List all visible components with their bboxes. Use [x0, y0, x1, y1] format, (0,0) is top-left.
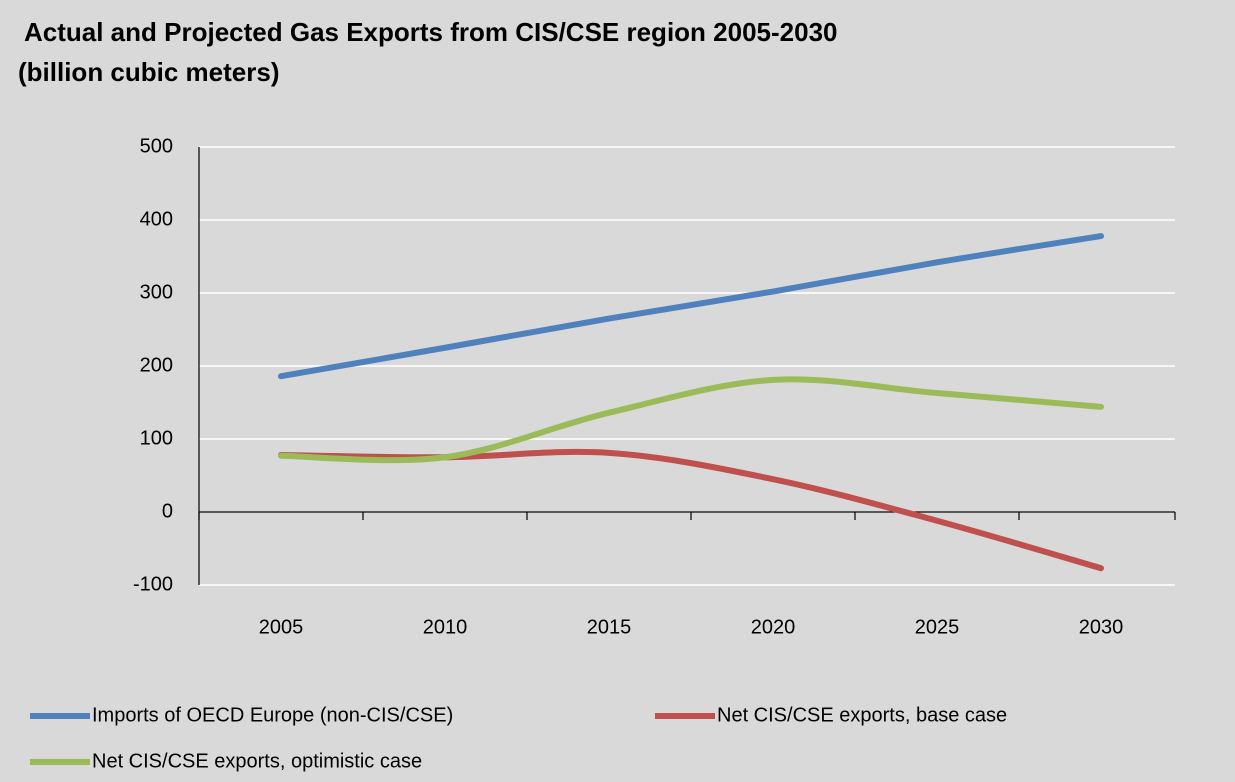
legend-label: Net CIS/CSE exports, base case	[717, 704, 1007, 726]
series-line	[278, 448, 1104, 572]
x-tick-label: 2005	[259, 616, 304, 638]
x-tick-label: 2030	[1079, 616, 1124, 638]
legend-label: Net CIS/CSE exports, optimistic case	[92, 750, 422, 772]
legend-label: Imports of OECD Europe (non-CIS/CSE)	[92, 704, 453, 726]
x-tick-label: 2010	[423, 616, 468, 638]
series-line	[278, 376, 1104, 464]
chart-title: Actual and Projected Gas Exports from CI…	[24, 17, 838, 47]
y-tick-label: 200	[140, 354, 173, 376]
x-tick-label: 2020	[751, 616, 796, 638]
x-tick-label: 2025	[915, 616, 960, 638]
series-line	[278, 233, 1104, 380]
y-tick-label: 400	[140, 208, 173, 230]
chart-subtitle: (billion cubic meters)	[18, 57, 280, 87]
y-tick-label: 300	[140, 281, 173, 303]
y-tick-label: 500	[140, 135, 173, 157]
y-tick-label: 0	[162, 500, 173, 522]
y-tick-label: -100	[133, 573, 173, 595]
x-tick-label: 2015	[587, 616, 632, 638]
y-tick-label: 100	[140, 427, 173, 449]
